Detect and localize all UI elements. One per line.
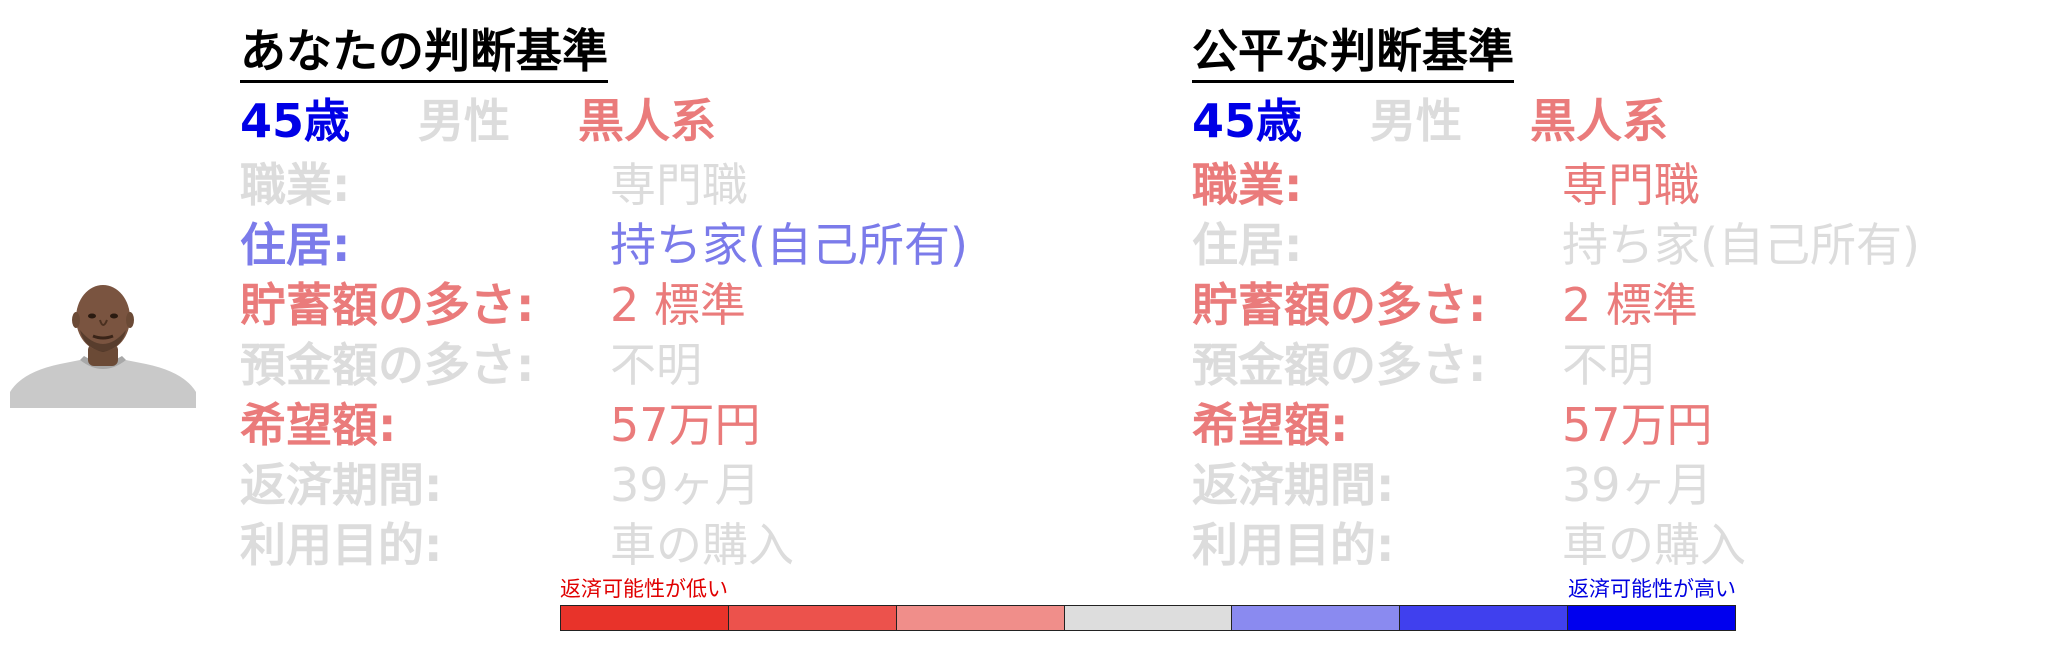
left-label-term: 返済期間: (240, 458, 443, 512)
right-value-occupation: 専門職 (1562, 158, 1700, 212)
right-panel: 公平な判断基準 45歳 男性 黒人系 職業: 専門職 住居: 持ち家(自己所有)… (1192, 22, 2012, 575)
right-attribute-list: 職業: 専門職 住居: 持ち家(自己所有) 貯蓄額の多さ: 2 標準 預金額の多… (1192, 155, 2012, 575)
left-value-housing: 持ち家(自己所有) (610, 218, 968, 272)
right-row-deposit: 預金額の多さ: 不明 (1192, 335, 2012, 395)
right-label-occupation: 職業: (1192, 158, 1303, 212)
left-value-purpose: 車の購入 (610, 518, 794, 572)
left-value-occupation: 専門職 (610, 158, 748, 212)
left-value-savings: 2 標準 (610, 278, 746, 332)
scale-low-label: 返済可能性が低い (560, 577, 728, 601)
left-race: 黒人系 (578, 94, 717, 148)
left-value-amount: 57万円 (610, 398, 761, 452)
right-label-deposit: 預金額の多さ: (1192, 338, 1487, 392)
left-row-housing: 住居: 持ち家(自己所有) (240, 215, 1060, 275)
right-label-savings: 貯蓄額の多さ: (1192, 278, 1487, 332)
person-avatar (10, 285, 196, 408)
scale-bar (560, 605, 1736, 631)
left-label-housing: 住居: (240, 218, 351, 272)
right-gender: 男性 (1370, 94, 1463, 148)
left-label-occupation: 職業: (240, 158, 351, 212)
right-label-purpose: 利用目的: (1192, 518, 1395, 572)
left-label-deposit: 預金額の多さ: (240, 338, 535, 392)
left-label-savings: 貯蓄額の多さ: (240, 278, 535, 332)
right-row-occupation: 職業: 専門職 (1192, 155, 2012, 215)
scale-labels: 返済可能性が低い 返済可能性が高い (560, 575, 1736, 603)
right-demographics: 45歳 男性 黒人系 (1192, 93, 2012, 149)
left-row-purpose: 利用目的: 車の購入 (240, 515, 1060, 575)
right-label-amount: 希望額: (1192, 398, 1349, 452)
left-label-purpose: 利用目的: (240, 518, 443, 572)
left-panel: あなたの判断基準 45歳 男性 黒人系 職業: 専門職 住居: 持ち家(自己所有… (240, 22, 1060, 575)
scale-segment (1232, 606, 1401, 630)
right-value-term: 39ヶ月 (1562, 458, 1713, 512)
right-row-term: 返済期間: 39ヶ月 (1192, 455, 2012, 515)
right-age: 45歳 (1192, 94, 1303, 148)
right-value-savings: 2 標準 (1562, 278, 1698, 332)
right-value-amount: 57万円 (1562, 398, 1713, 452)
scale-high-label: 返済可能性が高い (1568, 577, 1736, 601)
scale-segment (896, 606, 1065, 630)
right-value-deposit: 不明 (1562, 338, 1654, 392)
left-row-occupation: 職業: 専門職 (240, 155, 1060, 215)
scale-segment (1064, 606, 1233, 630)
left-row-amount: 希望額: 57万円 (240, 395, 1060, 455)
left-value-deposit: 不明 (610, 338, 702, 392)
right-panel-title: 公平な判断基準 (1192, 22, 1514, 83)
right-value-housing: 持ち家(自己所有) (1562, 218, 1920, 272)
left-gender: 男性 (418, 94, 511, 148)
right-race: 黒人系 (1530, 94, 1669, 148)
left-attribute-list: 職業: 専門職 住居: 持ち家(自己所有) 貯蓄額の多さ: 2 標準 預金額の多… (240, 155, 1060, 575)
right-row-savings: 貯蓄額の多さ: 2 標準 (1192, 275, 2012, 335)
left-row-term: 返済期間: 39ヶ月 (240, 455, 1060, 515)
left-panel-title: あなたの判断基準 (240, 22, 608, 83)
right-value-purpose: 車の購入 (1562, 518, 1746, 572)
left-row-deposit: 預金額の多さ: 不明 (240, 335, 1060, 395)
right-label-term: 返済期間: (1192, 458, 1395, 512)
right-label-housing: 住居: (1192, 218, 1303, 272)
right-row-housing: 住居: 持ち家(自己所有) (1192, 215, 2012, 275)
scale-segment (1568, 606, 1736, 630)
left-demographics: 45歳 男性 黒人系 (240, 93, 1060, 149)
left-age: 45歳 (240, 94, 351, 148)
left-label-amount: 希望額: (240, 398, 397, 452)
repayment-scale: 返済可能性が低い 返済可能性が高い (560, 577, 1736, 631)
right-row-amount: 希望額: 57万円 (1192, 395, 2012, 455)
left-value-term: 39ヶ月 (610, 458, 761, 512)
right-row-purpose: 利用目的: 車の購入 (1192, 515, 2012, 575)
scale-segment (561, 606, 729, 630)
scale-segment (728, 606, 897, 630)
scale-segment (1400, 606, 1569, 630)
left-row-savings: 貯蓄額の多さ: 2 標準 (240, 275, 1060, 335)
